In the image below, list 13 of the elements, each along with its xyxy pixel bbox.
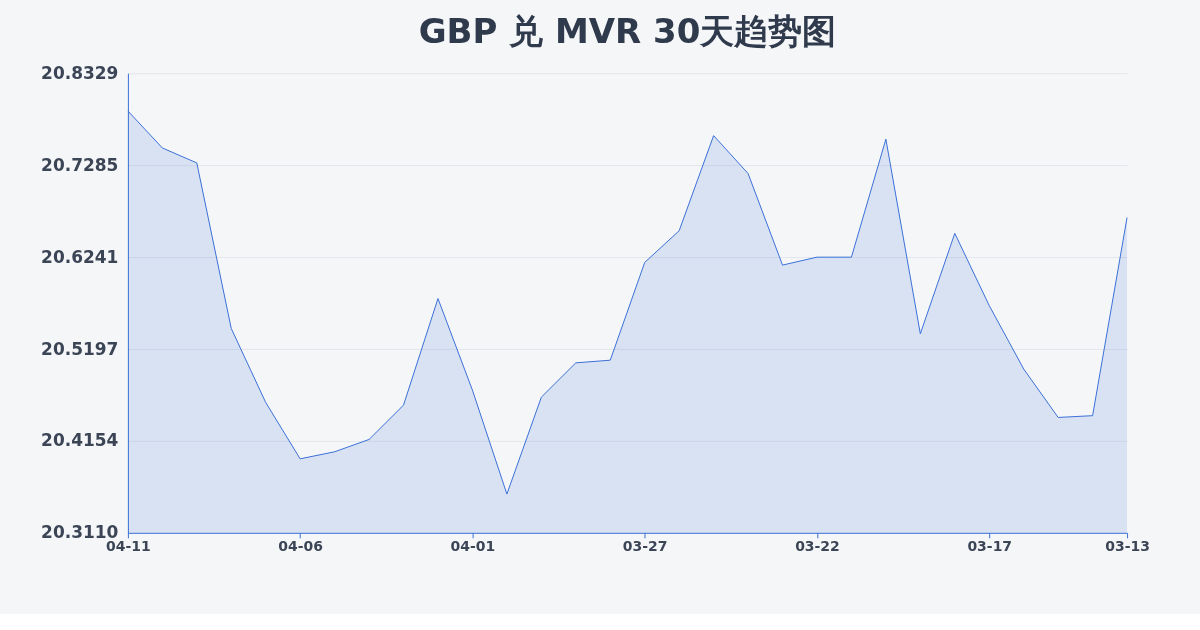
y-tick-label: 20.7285	[41, 154, 119, 175]
y-tick-label: 20.8329	[41, 62, 119, 83]
x-tick-label: 03-27	[622, 538, 668, 555]
x-tick-label: 03-13	[1105, 538, 1150, 555]
x-tick-label: 04-11	[106, 538, 151, 555]
y-tick-label: 20.5197	[41, 338, 119, 359]
x-tick-label: 04-06	[278, 538, 324, 555]
x-tick-label: 03-17	[967, 538, 1013, 555]
y-tick-label: 20.6241	[41, 246, 119, 267]
x-tick-label: 04-01	[450, 538, 496, 555]
x-tick-label: 03-22	[795, 538, 840, 555]
chart-title: GBP 兑 MVR 30天趋势图	[418, 11, 837, 52]
y-tick-label: 20.4154	[41, 430, 119, 451]
